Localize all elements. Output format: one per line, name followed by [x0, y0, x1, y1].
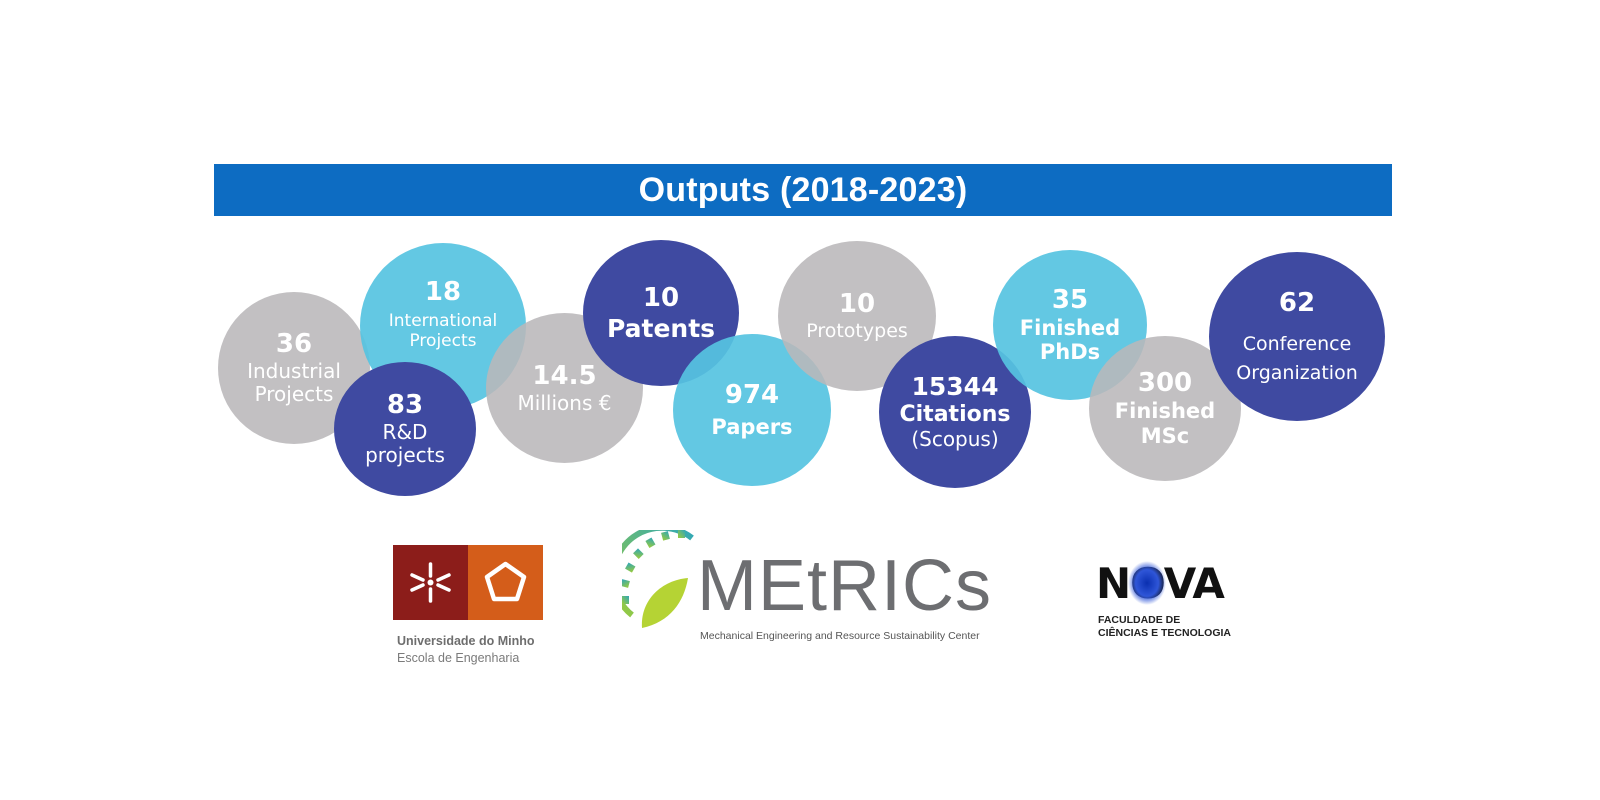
uminho-school: Escola de Engenharia: [397, 651, 520, 665]
bubble-label: Citations: [899, 401, 1011, 427]
bubble-value: 18: [424, 276, 462, 307]
funding-millions-bubble: 14.5 Millions €: [486, 313, 643, 463]
bubble-value: 36: [275, 329, 313, 360]
bubble-label: International: [388, 311, 498, 332]
bubble-label: projects: [365, 443, 445, 468]
bubble-value: 10: [838, 289, 876, 320]
bubble-label: Organization: [1236, 361, 1358, 384]
bubble-label: Conference: [1242, 333, 1352, 356]
metrics-tagline: Mechanical Engineering and Resource Sust…: [700, 630, 980, 642]
bubble-label: Millions €: [517, 390, 612, 415]
pentagon-icon: [468, 545, 543, 620]
bubble-value: 62: [1278, 287, 1316, 318]
prototypes-bubble: 10 Prototypes: [778, 241, 936, 391]
metrics-logo: MEtRICs Mechanical Engineering and Resou…: [622, 530, 1012, 650]
nova-dot-icon: [1128, 561, 1166, 605]
uminho-symbol-icon: [393, 545, 468, 620]
bubble-value: 300: [1137, 368, 1193, 399]
nova-faculty-line1: FACULDADE DE: [1098, 614, 1181, 626]
industrial-projects-bubble: 36 Industrial Projects: [218, 292, 370, 444]
nova-logo: NOVA FACULDADE DE CIÊNCIAS E TECNOLOGIA: [1096, 561, 1256, 643]
bubble-label: Patents: [606, 313, 716, 343]
bubble-label: Papers: [711, 414, 793, 439]
bubble-label: Finished: [1114, 399, 1216, 424]
bubble-label: Projects: [409, 331, 477, 352]
bubble-value: 15344: [911, 372, 999, 402]
bubble-label: PhDs: [1039, 340, 1101, 365]
rd-projects-bubble: 83 R&D projects: [334, 362, 476, 496]
nova-faculty-line2: CIÊNCIAS E TECNOLOGIA: [1098, 627, 1232, 639]
bubble-label: R&D: [382, 419, 428, 444]
bubble-value: 14.5: [532, 360, 597, 391]
bubble-value: 10: [642, 282, 680, 313]
metrics-wordmark: MEtRICs: [697, 546, 992, 626]
bubble-label: Prototypes: [806, 320, 908, 343]
page-title: Outputs (2018-2023): [214, 164, 1392, 216]
bubble-label: (Scopus): [911, 426, 999, 451]
gear-leaf-icon: [622, 530, 694, 628]
bubble-value: 83: [386, 390, 424, 421]
bubble-label: Industrial: [247, 358, 341, 383]
uminho-logo: Universidade do Minho Escola de Engenhar…: [393, 545, 563, 675]
conference-organization-bubble: 62 Conference Organization: [1209, 252, 1385, 421]
bubble-label: Finished: [1019, 315, 1121, 340]
bubble-value: 974: [724, 380, 780, 411]
bubble-value: 35: [1051, 284, 1089, 315]
bubble-label: Projects: [254, 382, 334, 407]
bubble-label: MSc: [1140, 423, 1190, 448]
uminho-name: Universidade do Minho: [397, 634, 535, 648]
